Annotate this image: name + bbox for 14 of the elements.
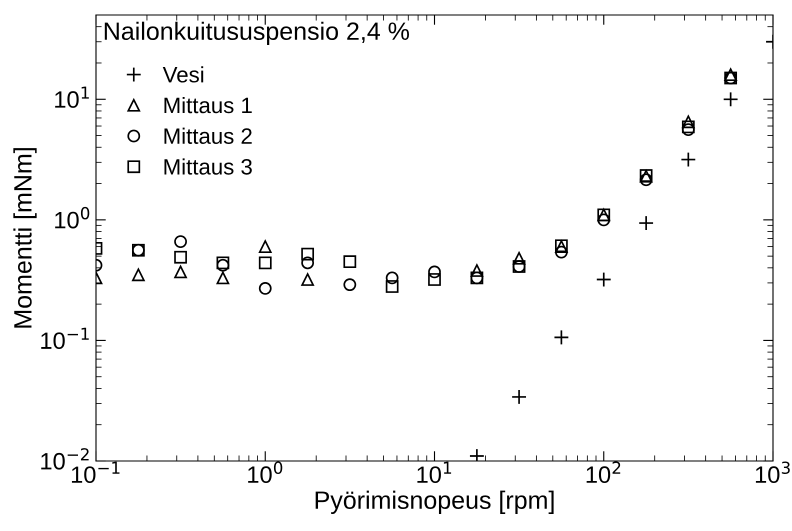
legend-label: Mittaus 3: [164, 158, 252, 175]
y-tick-label: 10$^{−1}$: [41, 328, 89, 350]
x-tick-label: 10$^{2}$: [586, 461, 620, 484]
x-tick-label: 10$^{0}$: [248, 461, 282, 484]
x-tick-label: 10$^{1}$: [417, 462, 452, 484]
x-axis-title: Pyörimisnopeus [rpm]: [316, 490, 554, 514]
y-tick-label: 10$^{0}$: [55, 206, 90, 228]
chart-title: Nailonkuitususpensio 2,4 %: [104, 22, 410, 45]
y-tick-label: 10$^{1}$: [55, 86, 89, 108]
legend-label: Mittaus 1: [164, 96, 252, 114]
legend-label: Mittaus 2: [164, 128, 252, 144]
legend-label: Vesi: [162, 66, 204, 83]
y-axis-title: Momentti [mNm]: [13, 148, 37, 328]
x-tick-label: 10$^{3}$: [756, 461, 790, 484]
